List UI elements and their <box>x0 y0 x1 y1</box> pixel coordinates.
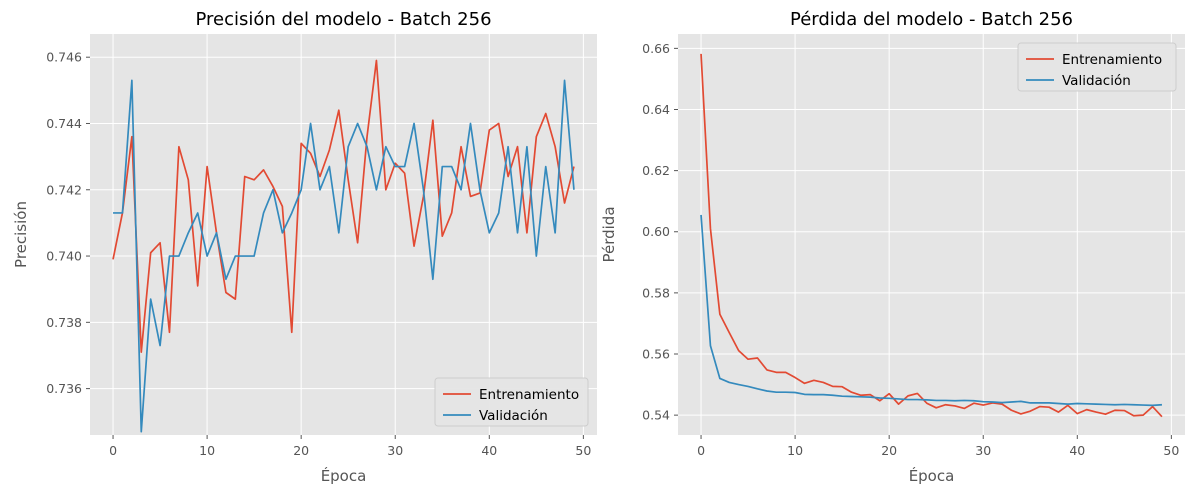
x-tick-label: 10 <box>199 443 215 458</box>
legend-label: Entrenamiento <box>1062 52 1162 68</box>
series-line-validacion <box>113 79 575 433</box>
x-tick-label: 40 <box>481 443 497 458</box>
x-tick-label: 20 <box>293 443 309 458</box>
accuracy-chart: 0 10 20 30 40 50 0.736 0.738 0.740 0.742 0.744 0.74… <box>12 9 597 485</box>
x-tick-label: 10 <box>787 443 803 458</box>
y-tick-label: 0.742 <box>46 182 82 197</box>
y-tick-label: 0.60 <box>642 224 670 239</box>
x-tick-label: 50 <box>575 443 591 458</box>
x-tick-label: 30 <box>387 443 403 458</box>
legend-box <box>434 377 589 427</box>
y-tick-label: 0.740 <box>46 249 82 264</box>
loss-chart: 0 10 20 30 40 50 0.54 0.56 0.58 0.60 0.62 0.64 0.66 P… <box>600 9 1185 485</box>
x-axis-label: Época <box>909 466 955 485</box>
plot-area <box>678 34 1185 435</box>
y-tick-label: 0.738 <box>46 315 82 330</box>
x-tick-label: 0 <box>109 443 117 458</box>
legend: Entrenamiento Validación <box>1017 42 1177 92</box>
legend-label: Validación <box>479 408 548 424</box>
series-line-entrenamiento <box>700 53 1163 418</box>
chart-title: Pérdida del modelo - Batch 256 <box>790 9 1073 30</box>
series-line-entrenamiento <box>112 59 575 353</box>
chart-title: Precisión del modelo - Batch 256 <box>195 9 491 30</box>
y-tick-label: 0.736 <box>46 381 82 396</box>
legend-box <box>1017 42 1177 92</box>
y-tick-label: 0.66 <box>642 41 670 56</box>
x-tick-label: 40 <box>1069 443 1085 458</box>
y-axis-label: Precisión <box>12 201 30 268</box>
x-tick-label: 50 <box>1163 443 1179 458</box>
x-axis-label: Época <box>321 466 367 485</box>
y-axis-label: Pérdida <box>600 206 618 262</box>
y-tick-label: 0.744 <box>46 116 82 131</box>
x-tick-label: 30 <box>975 443 991 458</box>
y-tick-label: 0.64 <box>642 102 670 117</box>
legend: Entrenamiento Validación <box>434 377 589 427</box>
series-line-validacion <box>700 214 1163 407</box>
y-tick-label: 0.62 <box>642 163 670 178</box>
y-tick-label: 0.56 <box>642 347 670 362</box>
y-tick-label: 0.54 <box>642 408 670 423</box>
y-tick-label: 0.746 <box>46 50 82 65</box>
plot-area <box>90 34 597 435</box>
legend-label: Entrenamiento <box>479 387 579 403</box>
x-tick-label: 0 <box>697 443 705 458</box>
y-tick-label: 0.58 <box>642 285 670 300</box>
x-tick-label: 20 <box>881 443 897 458</box>
legend-label: Validación <box>1062 73 1131 89</box>
